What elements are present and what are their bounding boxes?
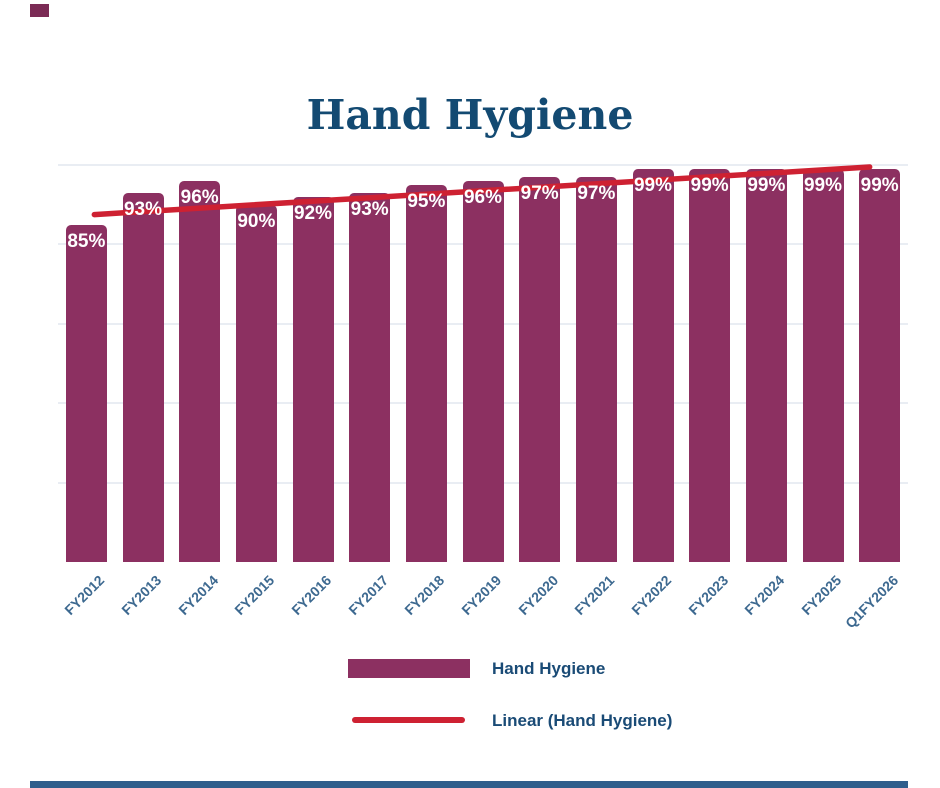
- bar-value-label: 97%: [577, 182, 616, 204]
- bar-value-label: 99%: [633, 174, 673, 196]
- bar-value-label: 99%: [747, 174, 786, 196]
- bar-FY2022: [632, 168, 674, 562]
- bar-FY2024: [745, 168, 787, 562]
- bar-FY2025: [802, 168, 844, 562]
- bar-value-label: 93%: [350, 198, 389, 220]
- brand-accent-square: [30, 4, 49, 17]
- bar-value-label: 99%: [690, 174, 729, 196]
- bar-FY2014: [179, 180, 221, 562]
- legend-label-linear: Linear (Hand Hygiene): [492, 711, 673, 730]
- bar-FY2023: [689, 168, 731, 562]
- brand-footer-bar: [30, 781, 908, 788]
- legend-label-hand-hygiene: Hand Hygiene: [492, 659, 606, 678]
- bar-FY2013: [122, 192, 164, 562]
- bar-FY2019: [462, 180, 504, 562]
- legend-bar-swatch: [348, 659, 470, 678]
- bar-FY2017: [349, 192, 391, 562]
- bar-value-label: 97%: [520, 182, 559, 204]
- bar-value-label: 99%: [860, 174, 899, 196]
- bar-value-label: 85%: [67, 230, 106, 252]
- bar-FY2021: [575, 176, 617, 562]
- bar-FY2016: [292, 196, 334, 562]
- gridline-100: [58, 164, 908, 166]
- bar-value-label: 93%: [123, 198, 163, 220]
- bar-FY2012: [65, 224, 107, 562]
- bar-FY2018: [405, 184, 447, 562]
- legend-line-swatch: [352, 717, 465, 723]
- bar-value-label: 99%: [803, 174, 843, 196]
- bar-FY2020: [519, 176, 561, 562]
- bar-value-label: 92%: [293, 202, 333, 224]
- linear-trendline: [91, 164, 873, 218]
- bar-value-label: 90%: [237, 210, 276, 232]
- bar-FY2015: [235, 204, 277, 562]
- bar-value-label: 95%: [407, 190, 446, 212]
- bar-value-label: 96%: [180, 186, 219, 208]
- bar-Q1FY2026: [859, 168, 901, 562]
- bar-value-label: 96%: [463, 186, 503, 208]
- page-title: Hand Hygiene: [306, 91, 634, 140]
